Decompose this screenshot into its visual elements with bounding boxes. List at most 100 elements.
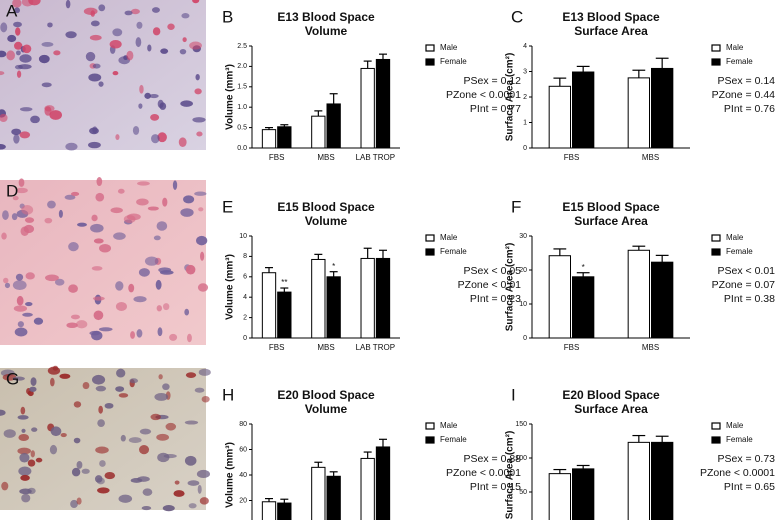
cell xyxy=(195,73,200,81)
panel-label: E xyxy=(222,197,233,216)
histology-image xyxy=(0,0,206,151)
panel-label: C xyxy=(511,7,523,26)
cell xyxy=(1,481,9,491)
stat-text: PSex = 0.73 xyxy=(718,453,776,465)
stat-text: PZone = 0.44 xyxy=(712,89,775,101)
legend-label: Male xyxy=(440,233,458,242)
legend-swatch xyxy=(711,248,721,256)
x-tick-label: MBS xyxy=(317,153,334,162)
cell xyxy=(14,7,21,14)
cell xyxy=(158,374,163,380)
panel-label: B xyxy=(222,7,233,26)
y-tick-label: 2 xyxy=(243,314,247,321)
cell xyxy=(58,209,63,218)
cell xyxy=(154,392,169,401)
cell xyxy=(89,34,102,41)
cell xyxy=(132,125,140,135)
cell xyxy=(0,113,8,123)
stat-text: PInt = 0.65 xyxy=(724,481,775,493)
cell xyxy=(11,213,18,221)
cell xyxy=(184,420,199,425)
cell xyxy=(29,386,37,392)
legend-swatch xyxy=(425,44,435,52)
cell xyxy=(16,70,22,78)
cell xyxy=(115,134,120,140)
cell xyxy=(169,333,178,341)
cell xyxy=(52,365,59,371)
cell xyxy=(30,377,37,386)
cell xyxy=(104,402,114,409)
cell xyxy=(96,177,103,187)
cell xyxy=(15,273,24,281)
y-tick-label: 6 xyxy=(243,274,247,281)
bar xyxy=(277,502,292,525)
cell xyxy=(94,475,103,483)
cell xyxy=(65,142,78,151)
cell xyxy=(149,93,159,99)
chart-title: Volume xyxy=(305,402,348,416)
bar xyxy=(627,249,650,339)
cell xyxy=(192,0,200,4)
legend-label: Male xyxy=(726,233,744,242)
cell xyxy=(98,4,106,12)
cell xyxy=(50,426,62,437)
cell xyxy=(181,13,190,19)
cell xyxy=(196,131,203,137)
chart-title: E20 Blood Space xyxy=(562,388,660,402)
cell xyxy=(20,406,26,415)
stat-text: PZone < 0.0001 xyxy=(700,467,775,479)
cell xyxy=(70,499,78,509)
legend-label: Female xyxy=(440,435,467,444)
cell xyxy=(136,198,149,206)
cell xyxy=(41,41,54,47)
bar xyxy=(326,276,341,339)
cell xyxy=(98,81,104,87)
cell xyxy=(12,195,19,201)
cell xyxy=(68,284,78,293)
y-tick-label: 10 xyxy=(519,301,527,308)
cell xyxy=(147,44,152,52)
legend-label: Female xyxy=(726,247,753,256)
y-tick-label: 0.0 xyxy=(237,145,247,152)
bar xyxy=(311,466,326,525)
cell xyxy=(189,41,202,50)
legend-swatch xyxy=(711,234,721,242)
bar xyxy=(261,272,277,339)
cell xyxy=(19,107,33,112)
cell xyxy=(99,243,112,253)
cell xyxy=(182,37,187,43)
x-tick-label: LAB TROP xyxy=(356,153,395,162)
bar xyxy=(277,126,292,149)
chart-title: E15 Blood Space xyxy=(277,200,375,214)
y-tick-label: 4 xyxy=(523,43,527,50)
cell xyxy=(179,48,187,55)
stat-text: PZone = 0.07 xyxy=(712,279,775,291)
cell xyxy=(150,413,161,421)
cell xyxy=(90,20,100,27)
cell xyxy=(20,474,30,481)
cell xyxy=(24,217,35,223)
cell xyxy=(174,480,180,485)
cell xyxy=(186,333,192,343)
cell xyxy=(3,277,9,284)
bar xyxy=(651,261,674,339)
cell xyxy=(12,0,22,8)
cell xyxy=(19,54,32,63)
cell xyxy=(112,28,123,37)
cell xyxy=(197,283,209,292)
cell xyxy=(126,213,141,221)
cell xyxy=(47,22,53,28)
stat-text: PZone < 0.0001 xyxy=(446,467,521,479)
cell xyxy=(147,206,159,211)
cell xyxy=(12,280,27,291)
cell xyxy=(18,178,25,187)
stat-text: PSex = 0.14 xyxy=(718,75,776,87)
y-axis-label: Volume (mm³) xyxy=(225,442,236,508)
cell xyxy=(68,241,79,252)
cell xyxy=(76,320,88,329)
cell xyxy=(70,314,80,320)
y-tick-label: 2.5 xyxy=(237,43,247,50)
cell xyxy=(17,321,24,328)
legend-swatch xyxy=(425,436,435,444)
